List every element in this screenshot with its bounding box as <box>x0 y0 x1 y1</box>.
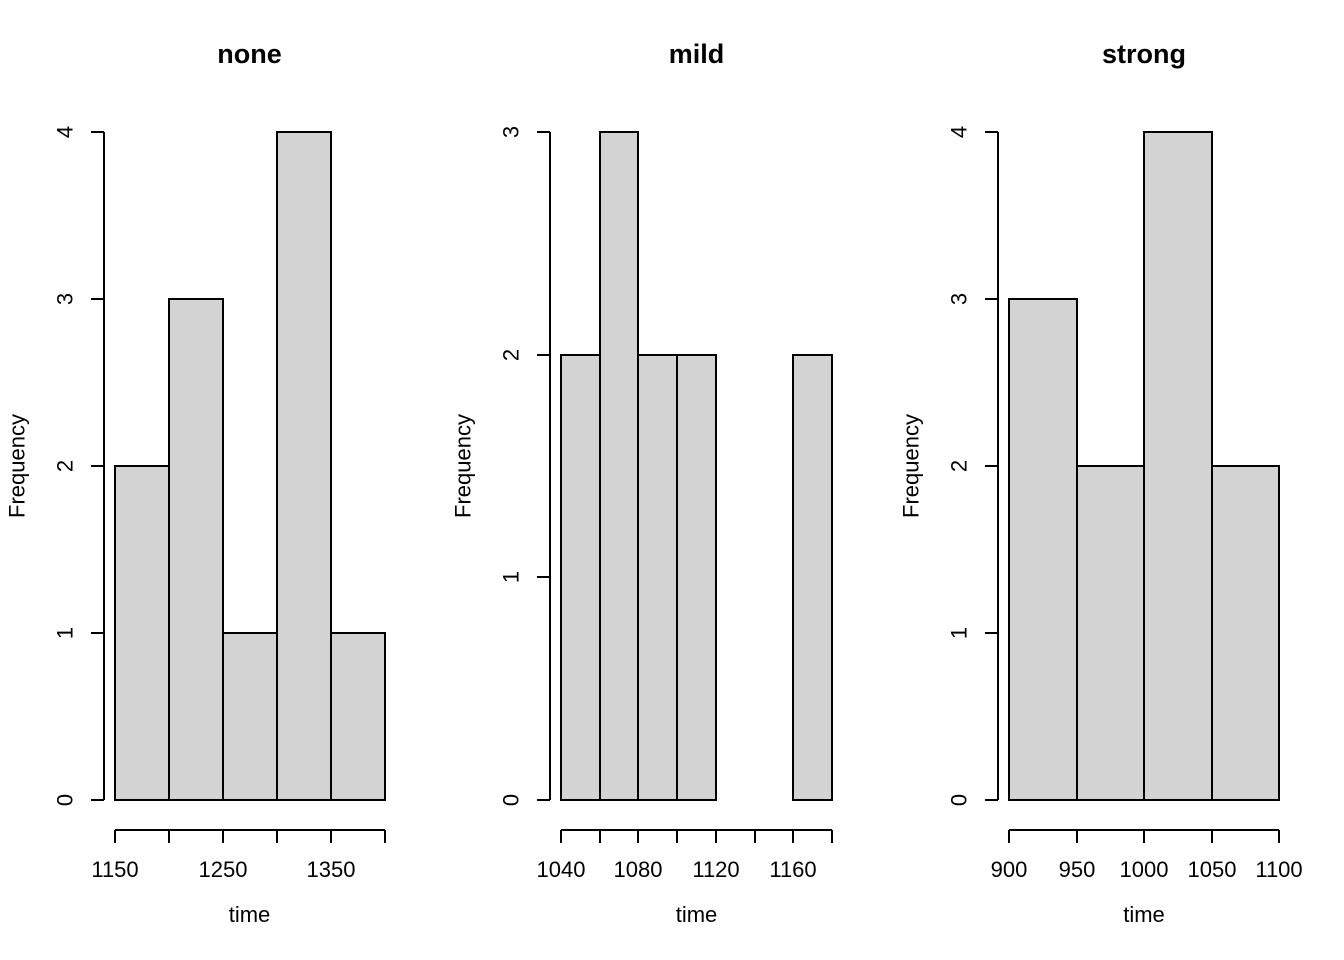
x-tick-label: 1160 <box>769 857 816 882</box>
y-tick-label: 4 <box>53 126 78 138</box>
y-tick-label: 3 <box>53 293 78 305</box>
x-tick-label: 1100 <box>1255 857 1302 882</box>
histogram-bar <box>599 131 639 801</box>
x-tick-label: 1080 <box>614 857 663 882</box>
y-tick-label: 0 <box>53 794 78 806</box>
histogram-bar <box>114 465 170 801</box>
panel-strong: strong 0 1 2 3 4 Frequency 900 950 1000 1050 1100 ti… <box>899 39 1303 927</box>
y-tick-label: 1 <box>499 571 524 583</box>
y-tick-label: 0 <box>499 794 524 806</box>
histogram-bar <box>330 632 386 801</box>
panel-title: mild <box>669 39 725 69</box>
histogram-bar <box>168 298 224 801</box>
histogram-bar <box>1008 298 1078 801</box>
histogram-bar <box>676 354 717 801</box>
y-tick-label: 1 <box>947 627 972 639</box>
x-tick-label: 1150 <box>91 857 138 882</box>
panel-none: none 0 1 2 3 4 Frequency 1150 1250 1350 time <box>5 39 386 927</box>
y-tick-label: 2 <box>499 349 524 361</box>
y-tick-label: 3 <box>499 126 524 138</box>
y-tick-label: 2 <box>53 460 78 472</box>
x-tick-label: 1050 <box>1188 857 1237 882</box>
x-tick-label: 1350 <box>307 857 356 882</box>
histogram-bar <box>1076 465 1145 801</box>
panel-title: strong <box>1102 39 1186 69</box>
histogram-bar <box>276 131 332 801</box>
y-axis-label: Frequency <box>451 414 476 518</box>
x-axis-label: time <box>1123 902 1165 927</box>
histogram-bar <box>637 354 678 801</box>
x-tick-label: 1040 <box>537 857 586 882</box>
x-tick-label: 1250 <box>199 857 248 882</box>
x-tick-label: 1120 <box>692 857 739 882</box>
y-tick-label: 4 <box>947 126 972 138</box>
y-axis-label: Frequency <box>899 414 924 518</box>
y-tick-label: 3 <box>947 293 972 305</box>
histogram-bar <box>1211 465 1280 801</box>
y-tick-label: 2 <box>947 460 972 472</box>
x-axis-label: time <box>229 902 271 927</box>
x-tick-label: 900 <box>991 857 1028 882</box>
histogram-bar <box>222 632 278 801</box>
histogram-bar <box>792 354 833 801</box>
x-tick-label: 950 <box>1059 857 1096 882</box>
histogram-bar <box>1143 131 1213 801</box>
y-axis-label: Frequency <box>5 414 30 518</box>
histogram-bar <box>560 354 601 801</box>
y-tick-label: 0 <box>947 794 972 806</box>
x-tick-label: 1000 <box>1120 857 1169 882</box>
y-tick-label: 1 <box>53 627 78 639</box>
panel-title: none <box>217 39 282 69</box>
x-axis-label: time <box>676 902 718 927</box>
panel-mild: mild 0 1 2 3 Frequency 1040 1080 1120 1160 time <box>451 39 833 927</box>
